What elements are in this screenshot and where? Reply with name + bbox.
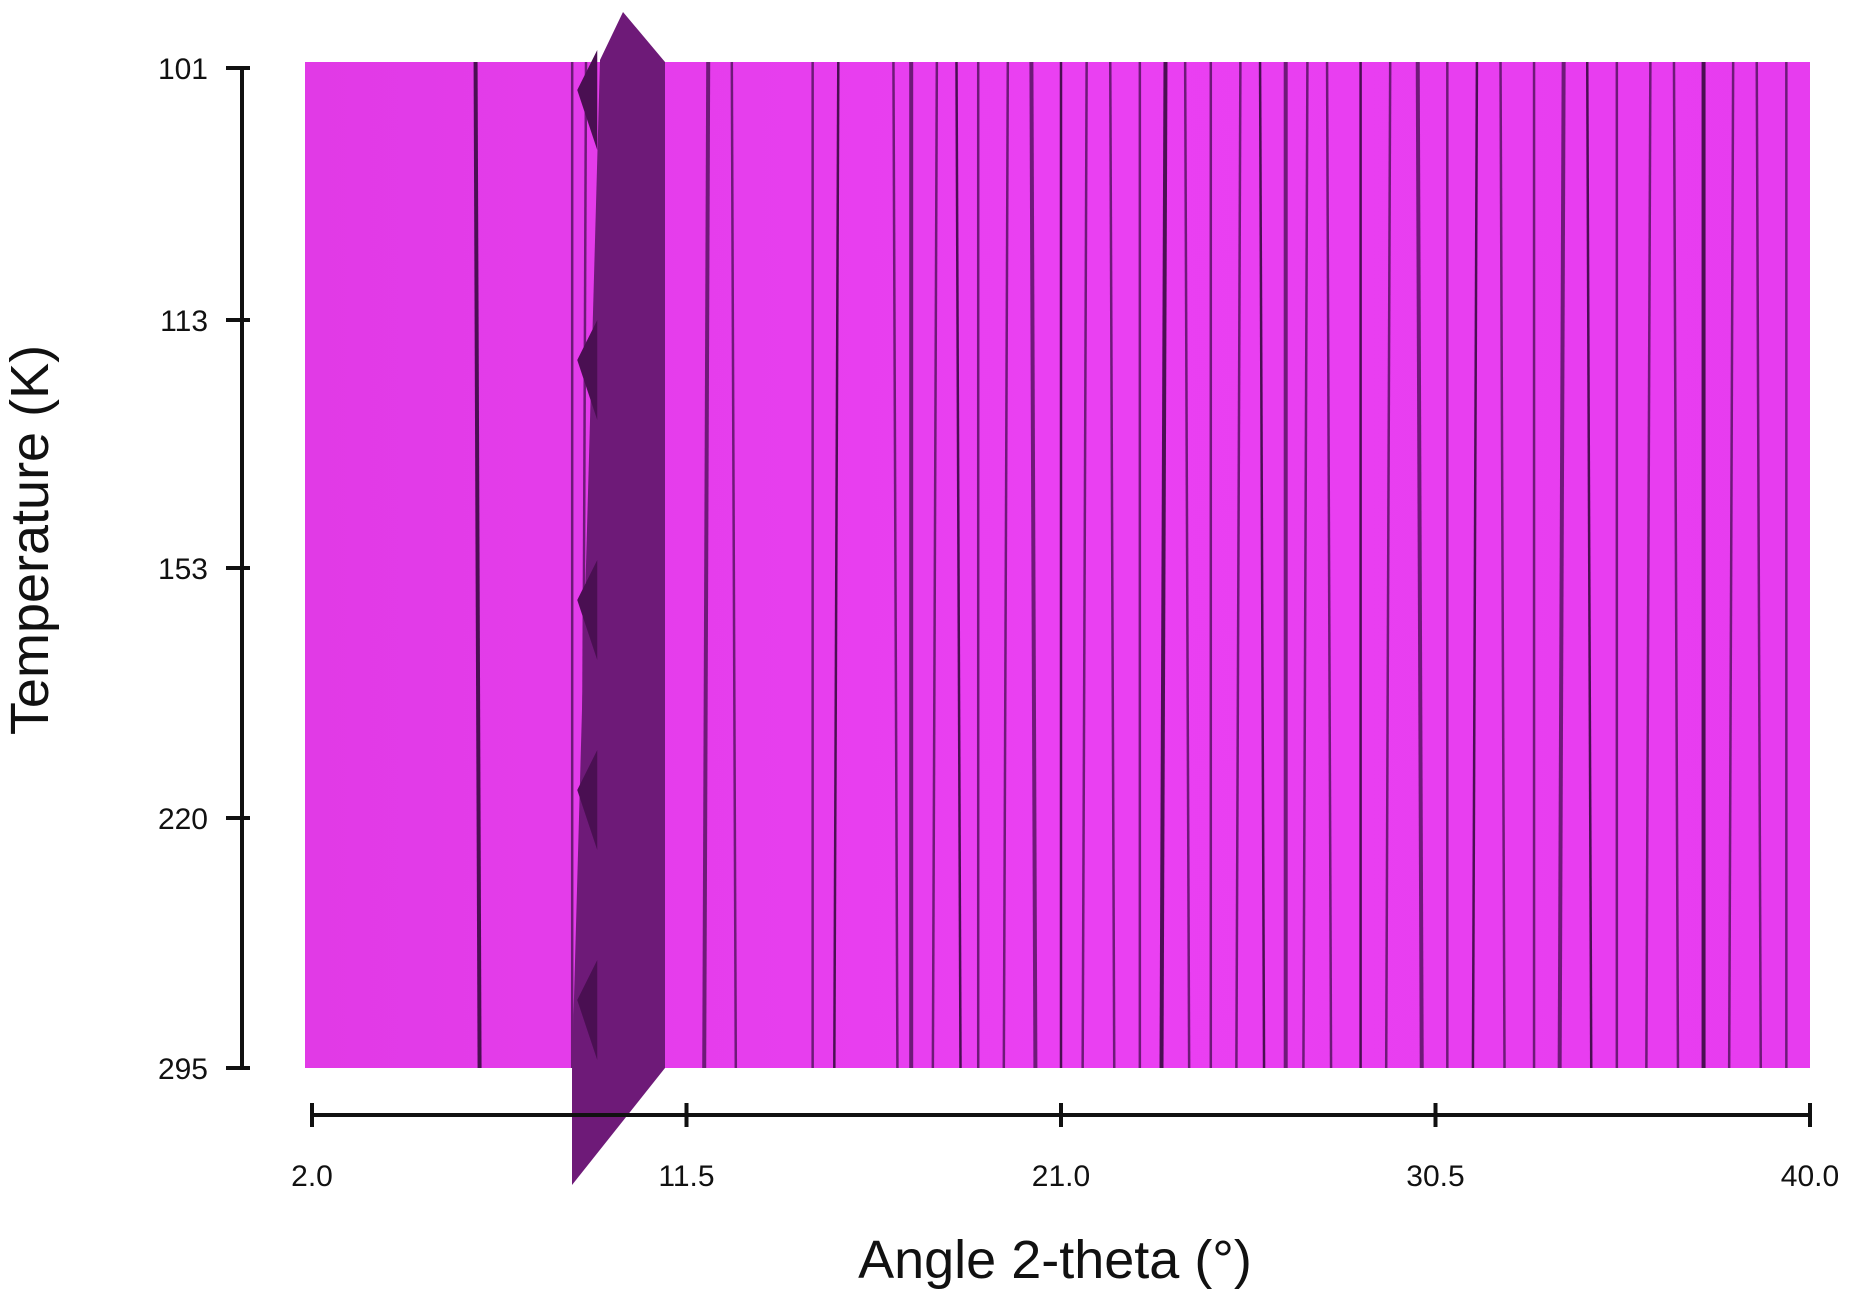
x-tick-label: 2.0 <box>291 1160 333 1193</box>
peak-line <box>833 61 840 1069</box>
y-tick-label: 101 <box>158 53 208 86</box>
peak-line <box>955 61 962 1069</box>
peak-line <box>1557 61 1566 1069</box>
x-axis-title: Angle 2-theta (°) <box>858 1230 1252 1290</box>
peak-line <box>892 61 899 1069</box>
peak-shadow <box>577 750 598 850</box>
peak-line <box>1499 61 1506 1069</box>
peak-line <box>1325 61 1333 1069</box>
peak-lines <box>473 61 1788 1069</box>
peak-shading <box>577 50 598 1060</box>
peak-line <box>1183 61 1191 1069</box>
y-tick-label: 113 <box>160 305 208 338</box>
y-tick-label: 153 <box>158 553 208 586</box>
x-tick-label: 11.5 <box>658 1160 714 1193</box>
peak-line <box>1384 61 1392 1069</box>
peak-shadow <box>577 50 598 150</box>
x-tick-label: 40.0 <box>1781 1160 1839 1193</box>
peak-line <box>1585 61 1593 1069</box>
peak-line <box>1755 61 1763 1069</box>
peak-line <box>1415 61 1424 1069</box>
x-ticks: 2.0 11.5 21.0 30.5 40.0 <box>291 1103 1839 1193</box>
peak-line <box>473 61 482 1069</box>
y-tick-label: 220 <box>158 803 208 836</box>
heatmap-field <box>305 12 1810 1185</box>
peak-line <box>1081 61 1088 1069</box>
peak-line <box>1235 61 1242 1069</box>
peak-line <box>1002 61 1010 1069</box>
peak-line <box>931 61 939 1069</box>
y-tick-label: 295 <box>158 1053 208 1086</box>
y-axis: 101 113 153 220 295 Temperature (K) <box>0 53 250 1086</box>
peak-line <box>1302 61 1309 1069</box>
peak-shadow <box>577 960 598 1060</box>
peak-line <box>1258 61 1266 1069</box>
heatmap-background <box>305 62 1810 1068</box>
x-tick-label: 30.5 <box>1406 1160 1464 1193</box>
peak-line <box>730 61 738 1069</box>
peak-line <box>1727 61 1735 1069</box>
peak-shadow <box>577 320 598 420</box>
peak-line <box>1108 61 1116 1069</box>
y-axis-title: Temperature (K) <box>0 345 60 735</box>
peak-shadow <box>577 560 598 660</box>
peak-line <box>1471 61 1479 1069</box>
strong-peak-ridge <box>572 12 665 1185</box>
peak-line <box>1672 61 1680 1069</box>
x-tick-label: 21.0 <box>1032 1160 1090 1193</box>
x-axis: 2.0 11.5 21.0 30.5 40.0 Angle 2-theta (°) <box>291 1103 1839 1290</box>
peak-line <box>1645 61 1652 1069</box>
peak-line <box>702 61 711 1069</box>
peak-line <box>1159 61 1168 1069</box>
peak-line <box>1029 61 1038 1069</box>
